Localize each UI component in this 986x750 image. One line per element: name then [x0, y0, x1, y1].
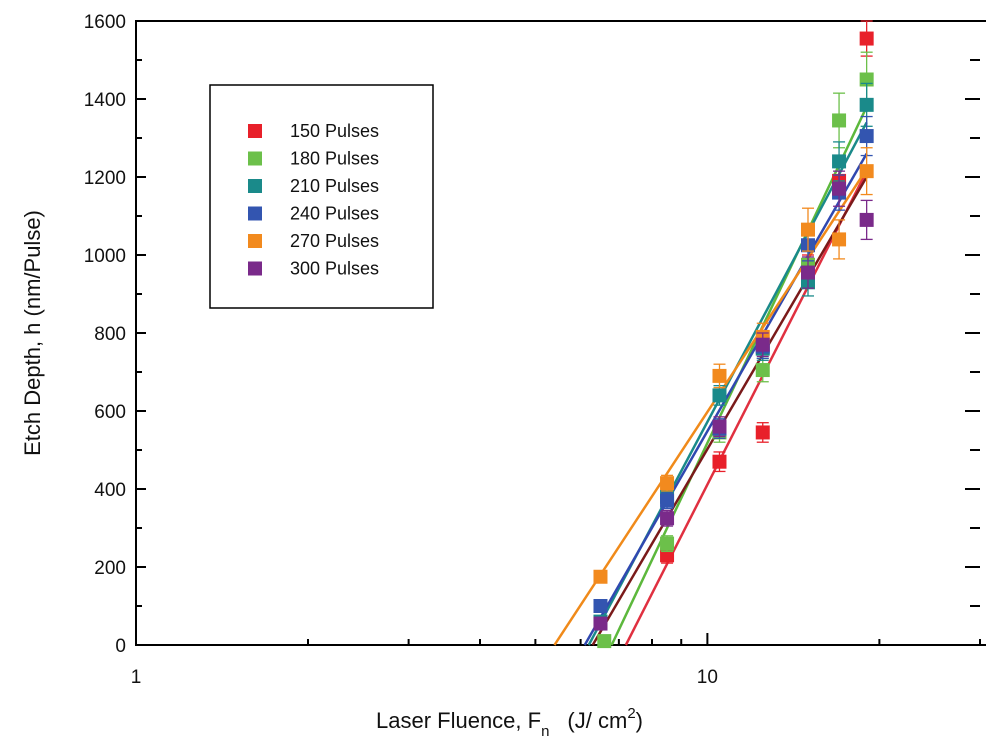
x-axis-title-subscript: n [541, 723, 549, 740]
data-point [660, 493, 675, 508]
y-tick-label: 1600 [84, 12, 126, 33]
data-point [755, 425, 770, 440]
legend-marker [248, 179, 262, 193]
x-axis-title-main: Laser Fluence, F [376, 708, 541, 733]
data-point [660, 536, 675, 551]
y-tick-label: 600 [94, 402, 126, 423]
x-tick-label: 10 [697, 667, 718, 688]
data-point [712, 419, 727, 434]
legend-label: 240 Pulses [290, 204, 379, 224]
data-point [593, 616, 608, 631]
data-point [660, 476, 675, 491]
y-tick-label: 1000 [84, 246, 126, 267]
legend-marker [248, 206, 262, 221]
data-point [755, 363, 770, 378]
legend-label: 150 Pulses [290, 121, 379, 141]
data-points [593, 20, 874, 649]
x-axis-title-units: (J/ cm [567, 708, 627, 733]
data-point [712, 368, 727, 383]
data-point [832, 181, 847, 196]
y-tick-label: 800 [94, 324, 126, 345]
data-point [597, 634, 612, 649]
data-point [593, 599, 608, 613]
data-point [832, 232, 847, 247]
data-point [859, 164, 874, 179]
x-tick-label: 1 [131, 667, 142, 688]
data-point [593, 569, 608, 584]
data-point [859, 129, 874, 144]
y-tick-label: 1200 [84, 168, 126, 189]
data-point [832, 154, 847, 169]
data-point [712, 388, 727, 403]
legend-marker [248, 151, 262, 166]
y-tick-label: 200 [94, 558, 126, 579]
data-point [859, 97, 874, 112]
data-point [755, 337, 770, 352]
legend-label: 300 Pulses [290, 259, 379, 279]
legend-label: 180 Pulses [290, 149, 379, 169]
data-point [832, 113, 847, 128]
x-axis-title-units-sup: 2 [627, 705, 635, 722]
data-point [712, 454, 727, 469]
legend: 150 Pulses 180 Pulses 210 Pulses 240 Pulses… [209, 84, 434, 309]
data-point [660, 511, 675, 526]
y-tick-label: 1400 [84, 90, 126, 111]
y-tick-label: 0 [115, 636, 126, 657]
fit-lines [553, 106, 868, 646]
y-axis-title: Etch Depth, h (nm/Pulse) [20, 210, 45, 456]
data-point [859, 212, 874, 227]
legend-box [209, 84, 434, 309]
legend-marker [248, 234, 262, 248]
x-axis-title-units-close: ) [636, 708, 643, 733]
x-axis: 1 10 [131, 633, 981, 688]
y-axis: 0 200 400 600 800 1000 1200 1400 1600 [84, 12, 980, 657]
x-axis-title: Laser Fluence, Fn (J/ cm2) [376, 705, 643, 740]
y-tick-label: 400 [94, 480, 126, 501]
legend-marker [248, 124, 262, 138]
legend-marker [248, 261, 262, 276]
data-point [800, 265, 815, 280]
legend-label: 270 Pulses [290, 231, 379, 251]
fit-line [591, 176, 868, 646]
data-point [859, 31, 874, 46]
legend-label: 210 Pulses [290, 176, 379, 196]
data-point [800, 222, 815, 237]
fit-line [624, 170, 868, 646]
